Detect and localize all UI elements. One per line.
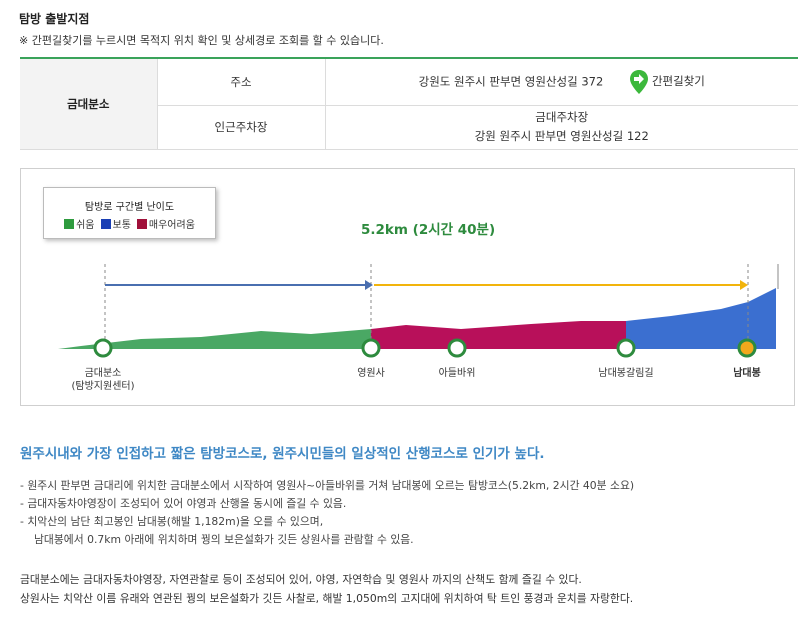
waypoint-start-marker xyxy=(93,338,113,358)
address-value: 강원도 원주시 판부면 영원산성길 372 xyxy=(418,74,604,89)
legend-swatch-very-hard xyxy=(136,218,147,229)
legend-swatch-normal xyxy=(100,218,111,229)
description-paragraph: 금대분소에는 금대자동차야영장, 자연관찰로 등이 조성되어 있어, 야영, 자… xyxy=(20,573,582,586)
waypoint-label-junction: 남대봉갈림길 xyxy=(598,368,654,379)
course-distance: 5.2km (2시간 40분) xyxy=(361,222,496,238)
bullet-item: - 치악산의 남단 최고봉인 남대봉(해발 1,182m)을 오를 수 있으며, xyxy=(20,515,324,528)
navigation-note: ※ 간편길찾기를 누르시면 목적지 위치 확인 및 상세경로 조회를 할 수 있… xyxy=(19,34,384,47)
course-bullet-list: - 원주시 판부면 금대리에 위치한 금대분소에서 시작하여 영원사~아들바위를… xyxy=(20,477,634,549)
normal-segment xyxy=(626,288,776,349)
bullet-item: - 금대자동차야영장이 조성되어 있어 야영과 산행을 동시에 즐길 수 있음. xyxy=(20,497,347,510)
start-point-name: 금대분소 xyxy=(20,58,158,150)
legend-item-normal: 보통 xyxy=(100,216,131,231)
waypoint-label-yeongwonsa: 영원사 xyxy=(357,368,385,379)
legend-swatch-easy xyxy=(64,218,75,229)
start-point-table: 금대분소 주소 강원도 원주시 판부면 영원산성길 372 간편길찾기 인근주차… xyxy=(20,57,798,150)
yellow-arrow-head xyxy=(740,280,748,290)
description-paragraph: 상원사는 치악산 이름 유래와 연관된 꿩의 보은설화가 깃든 사찰로, 해발 … xyxy=(20,592,634,605)
address-cell: 강원도 원주시 판부면 영원산성길 372 간편길찾기 xyxy=(325,58,798,106)
waypoint-yeongwonsa-marker xyxy=(361,338,381,358)
green-map-pin-arrow-icon xyxy=(629,69,648,94)
legend-item-very-hard: 매우어려움 xyxy=(136,216,195,231)
blue-arrow-head xyxy=(365,280,373,290)
legend-item-easy: 쉬움 xyxy=(64,216,95,231)
parking-name: 금대주차장 xyxy=(535,110,589,124)
address-label: 주소 xyxy=(157,58,326,106)
parking-label: 인근주차장 xyxy=(157,105,326,150)
waypoint-label-adeulbawi: 아들바위 xyxy=(438,368,476,379)
easy-navigation-link[interactable]: 간편길찾기 xyxy=(629,69,705,95)
difficulty-legend: 탐방로 구간별 난이도 쉬움 보통 매우어려움 xyxy=(43,187,216,239)
hard-segment xyxy=(371,321,626,349)
easy-navigation-label: 간편길찾기 xyxy=(651,74,705,89)
bullet-item: - 원주시 판부면 금대리에 위치한 금대분소에서 시작하여 영원사~아들바위를… xyxy=(20,479,635,492)
legend-title: 탐방로 구간별 난이도 xyxy=(84,202,175,213)
course-profile-panel: 탐방로 구간별 난이도 쉬움 보통 매우어려움 5.2km (2시간 40분) … xyxy=(20,168,795,406)
waypoint-label-summit: 남대봉 xyxy=(733,368,761,379)
elevation-profile-graph xyxy=(58,264,779,358)
waypoint-adeulbawi-marker xyxy=(447,338,467,358)
bullet-item: 남대봉에서 0.7km 아래에 위치하며 꿩의 보은설화가 깃든 상원사를 관람… xyxy=(34,533,414,546)
course-description: 금대분소에는 금대자동차야영장, 자연관찰로 등이 조성되어 있어, 야영, 자… xyxy=(20,570,633,608)
waypoint-label-start: 금대분소 (탐방지원센터) xyxy=(71,368,135,392)
course-headline: 원주시내와 가장 인접하고 짧은 탐방코스로, 원주시민들의 일상적인 산행코스… xyxy=(20,446,545,462)
waypoint-junction-marker xyxy=(616,338,636,358)
waypoint-summit-marker xyxy=(737,338,757,358)
parking-cell: 금대주차장 강원 원주시 판부면 영원산성길 122 xyxy=(325,105,798,150)
easy-segment xyxy=(58,329,371,349)
parking-address: 강원 원주시 판부면 영원산성길 122 xyxy=(474,129,649,143)
section-title: 탐방 출발지점 xyxy=(19,12,90,26)
